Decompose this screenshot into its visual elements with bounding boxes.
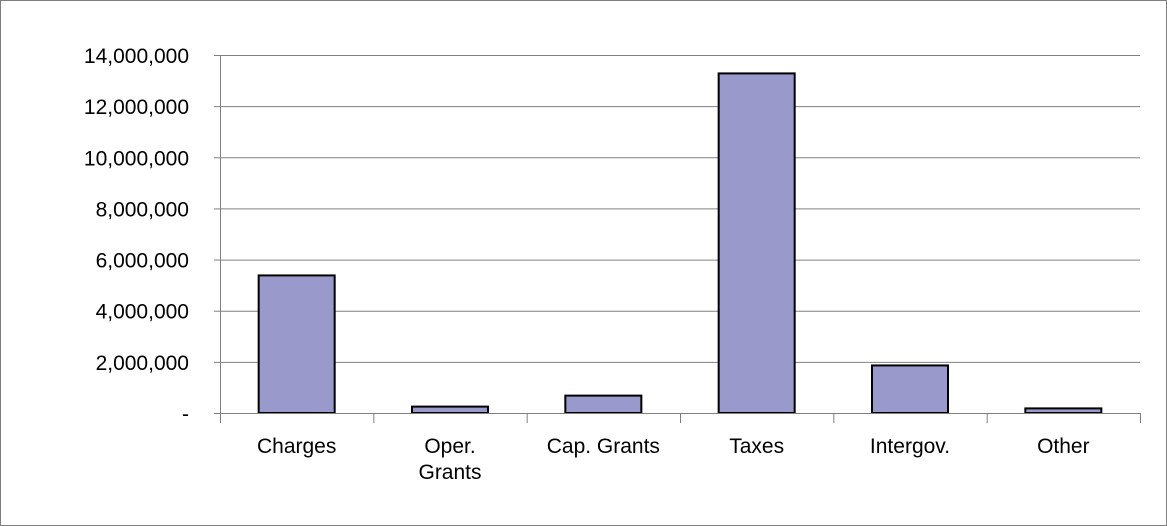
x-category-label: Charges <box>257 435 336 458</box>
y-tick-label: 10,000,000 <box>84 147 189 170</box>
bar <box>564 394 643 414</box>
x-category-label: Intergov. <box>870 435 950 458</box>
y-tick-label: 8,000,000 <box>96 198 189 221</box>
y-tick-label: 4,000,000 <box>96 301 189 324</box>
x-category-label: Grants <box>418 461 481 484</box>
y-tick-label: 14,000,000 <box>84 45 189 68</box>
x-category-label: Other <box>1037 435 1090 458</box>
bar <box>257 274 336 414</box>
x-category-label: Taxes <box>729 435 784 458</box>
y-tick-label: 12,000,000 <box>84 96 189 119</box>
bar <box>411 405 489 415</box>
bar <box>871 364 949 414</box>
x-category-label: Cap. Grants <box>547 435 660 458</box>
y-tick-label: 6,000,000 <box>96 250 189 273</box>
bar <box>717 72 796 414</box>
bar <box>1024 407 1103 415</box>
y-tick-label: - <box>182 403 189 426</box>
y-tick-label: 2,000,000 <box>96 352 189 375</box>
x-category-label: Oper. <box>424 435 475 458</box>
